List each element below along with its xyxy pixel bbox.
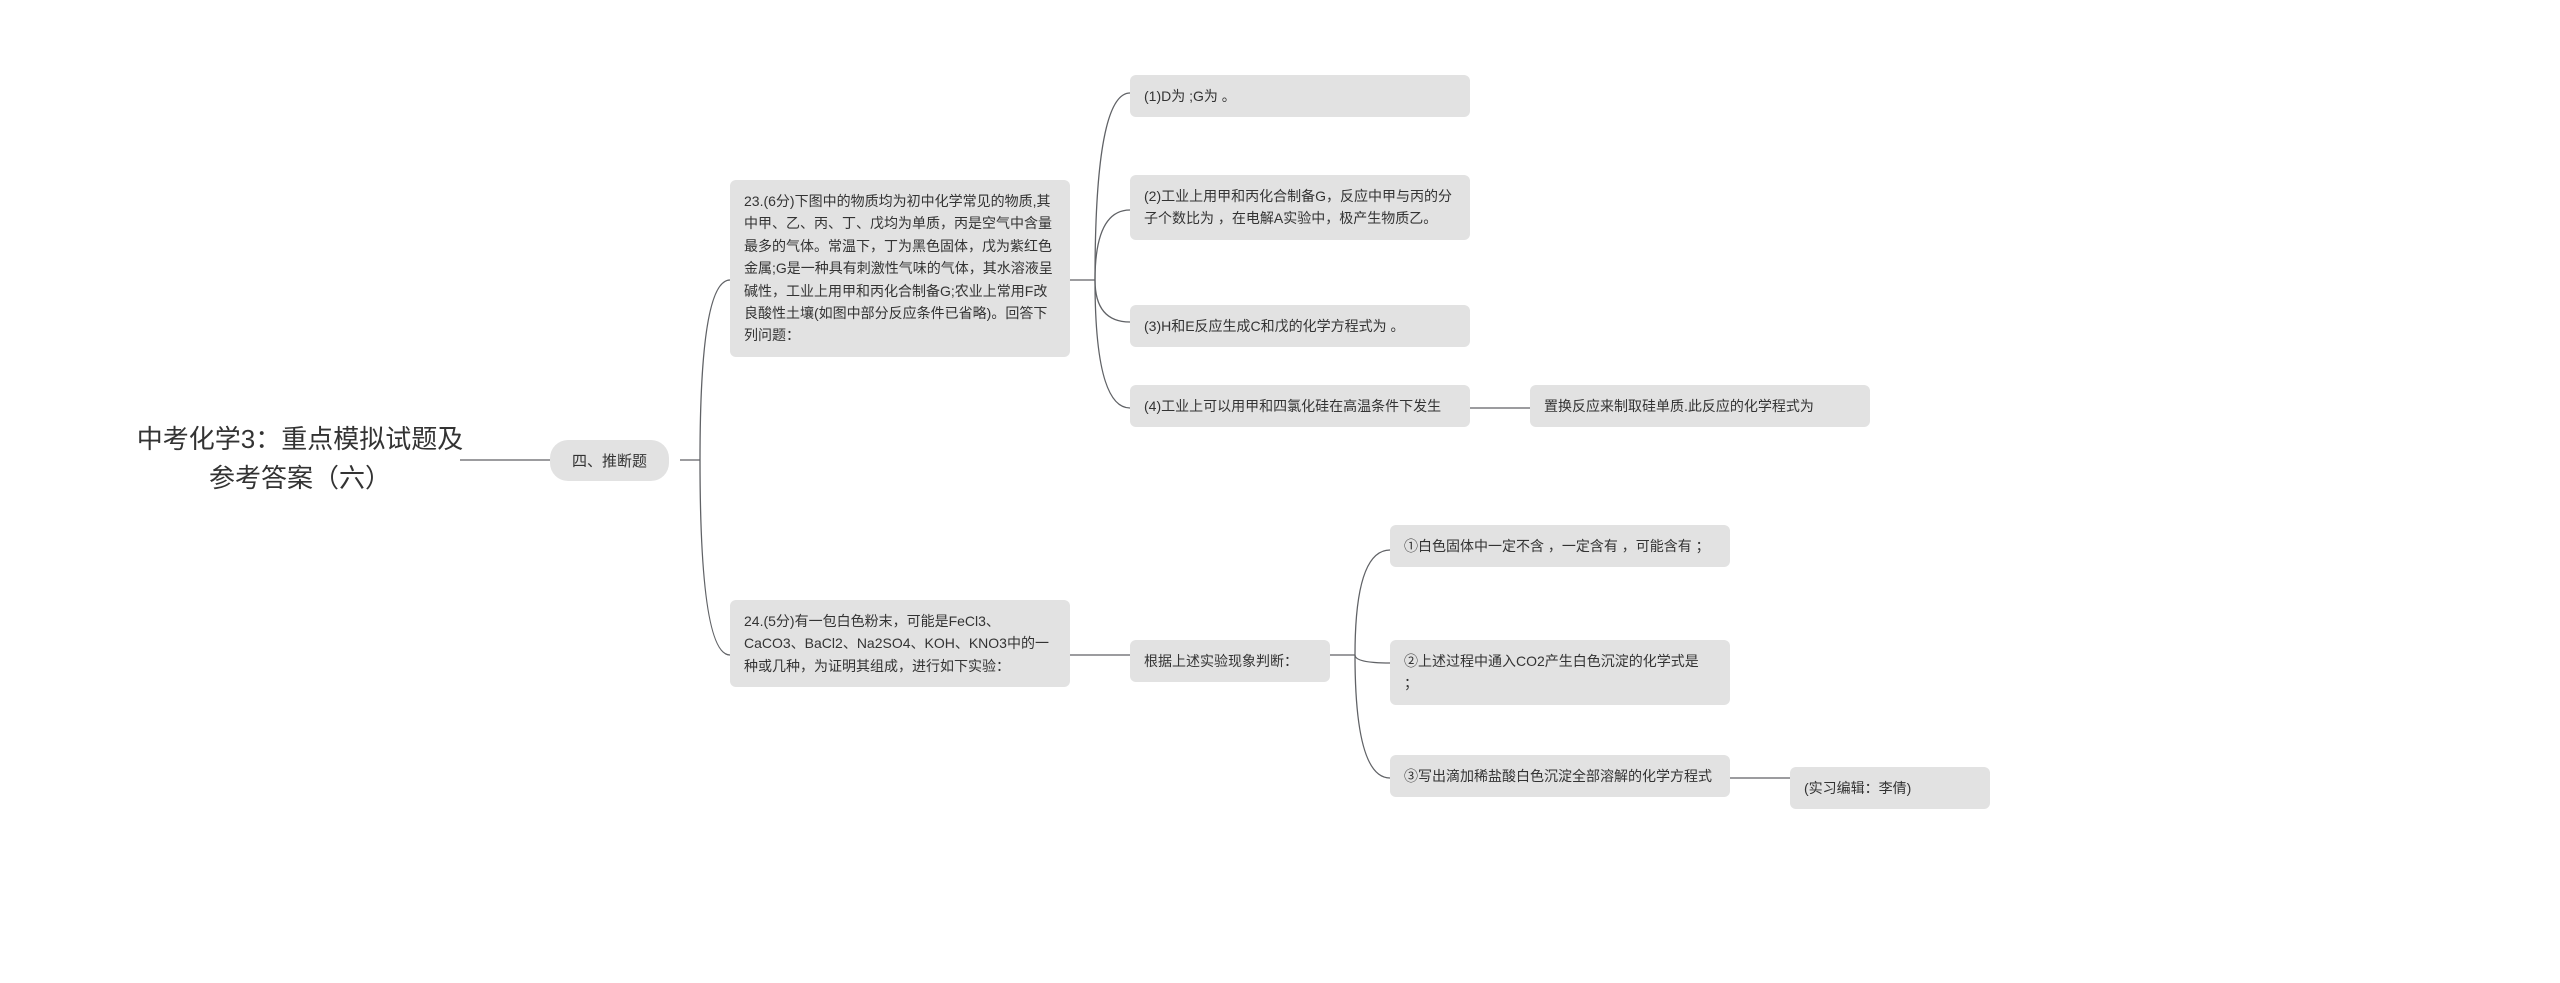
root-text: 中考化学3：重点模拟试题及参考答案（六）	[137, 424, 463, 493]
q23-sub3: (3)H和E反应生成C和戊的化学方程式为 。	[1130, 305, 1470, 347]
q24-mid-text: 根据上述实验现象判断：	[1144, 653, 1298, 669]
q24-sub1: ①白色固体中一定不含 ，一定含有 ，可能含有 ；	[1390, 525, 1730, 567]
q23-sub1: (1)D为 ;G为 。	[1130, 75, 1470, 117]
section-text: 四、推断题	[572, 453, 647, 470]
q23-sub1-text: (1)D为 ;G为 。	[1144, 88, 1236, 104]
section-node: 四、推断题	[550, 440, 669, 481]
q24-stem-text: 24.(5分)有一包白色粉末，可能是FeCl3、CaCO3、BaCl2、Na2S…	[744, 613, 1049, 674]
root-node: 中考化学3：重点模拟试题及参考答案（六）	[130, 420, 470, 498]
q23-sub3-text: (3)H和E反应生成C和戊的化学方程式为 。	[1144, 318, 1405, 334]
q24-stem: 24.(5分)有一包白色粉末，可能是FeCl3、CaCO3、BaCl2、Na2S…	[730, 600, 1070, 687]
q23-sub4b-text: 置换反应来制取硅单质.此反应的化学程式为	[1544, 398, 1814, 414]
q23-stem: 23.(6分)下图中的物质均为初中化学常见的物质,其中甲、乙、丙、丁、戊均为单质…	[730, 180, 1070, 357]
q24-sub2-text: ②上述过程中通入CO2产生白色沉淀的化学式是 ；	[1404, 653, 1699, 691]
q23-sub4-text: (4)工业上可以用甲和四氯化硅在高温条件下发生	[1144, 398, 1441, 414]
q23-sub4: (4)工业上可以用甲和四氯化硅在高温条件下发生	[1130, 385, 1470, 427]
q24-sub3: ③写出滴加稀盐酸白色沉淀全部溶解的化学方程式	[1390, 755, 1730, 797]
q23-sub4b: 置换反应来制取硅单质.此反应的化学程式为	[1530, 385, 1870, 427]
q24-sub3b-text: (实习编辑：李倩)	[1804, 780, 1911, 796]
q23-stem-text: 23.(6分)下图中的物质均为初中化学常见的物质,其中甲、乙、丙、丁、戊均为单质…	[744, 193, 1053, 343]
q24-sub2: ②上述过程中通入CO2产生白色沉淀的化学式是 ；	[1390, 640, 1730, 705]
q23-sub2-text: (2)工业上用甲和丙化合制备G，反应中甲与丙的分子个数比为 ，在电解A实验中，极…	[1144, 188, 1452, 226]
q24-sub3-text: ③写出滴加稀盐酸白色沉淀全部溶解的化学方程式	[1404, 768, 1712, 784]
q23-sub2: (2)工业上用甲和丙化合制备G，反应中甲与丙的分子个数比为 ，在电解A实验中，极…	[1130, 175, 1470, 240]
q24-mid: 根据上述实验现象判断：	[1130, 640, 1330, 682]
q24-sub3b: (实习编辑：李倩)	[1790, 767, 1990, 809]
q24-sub1-text: ①白色固体中一定不含 ，一定含有 ，可能含有 ；	[1404, 538, 1710, 554]
